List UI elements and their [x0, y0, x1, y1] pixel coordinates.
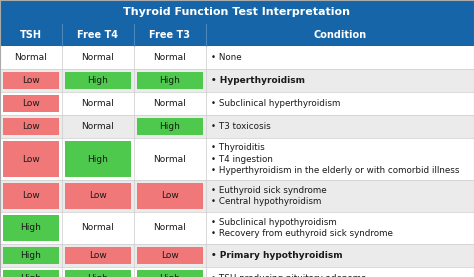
Text: • Euthyroid sick syndrome
• Central hypothyroidism: • Euthyroid sick syndrome • Central hypo…	[211, 186, 327, 206]
Text: Low: Low	[161, 191, 179, 201]
Text: Condition: Condition	[313, 30, 366, 40]
Text: TSH: TSH	[20, 30, 42, 40]
Text: High: High	[20, 274, 41, 277]
Text: Normal: Normal	[82, 122, 114, 131]
Text: Low: Low	[22, 155, 40, 163]
Bar	[0, 180, 474, 212]
Bar	[3, 72, 59, 89]
Bar	[0, 267, 474, 277]
Bar	[0, 115, 474, 138]
Bar	[3, 95, 59, 112]
Text: High: High	[160, 122, 181, 131]
Text: • T3 toxicosis: • T3 toxicosis	[211, 122, 271, 131]
Text: • Subclinical hypothyroidism
• Recovery from euthyroid sick syndrome: • Subclinical hypothyroidism • Recovery …	[211, 218, 393, 238]
Bar	[0, 46, 474, 69]
Text: Low: Low	[22, 191, 40, 201]
Text: • Thyroiditis
• T4 ingestion
• Hyperthyroidism in the elderly or with comorbid i: • Thyroiditis • T4 ingestion • Hyperthyr…	[211, 143, 459, 175]
Text: High: High	[20, 251, 41, 260]
Text: High: High	[88, 274, 109, 277]
Bar	[3, 247, 59, 264]
Text: Low: Low	[22, 99, 40, 108]
Text: Normal: Normal	[82, 99, 114, 108]
Bar	[137, 183, 203, 209]
Text: • Primary hypothyroidism: • Primary hypothyroidism	[211, 251, 343, 260]
Text: High: High	[160, 274, 181, 277]
Text: Normal: Normal	[82, 53, 114, 62]
Bar	[65, 141, 131, 177]
Bar	[3, 270, 59, 277]
Text: Free T4: Free T4	[78, 30, 118, 40]
Text: • Subclinical hyperthyroidism: • Subclinical hyperthyroidism	[211, 99, 340, 108]
Text: • Hyperthyroidism: • Hyperthyroidism	[211, 76, 305, 85]
Bar	[65, 72, 131, 89]
Bar	[0, 244, 474, 267]
Bar	[65, 247, 131, 264]
Bar	[3, 141, 59, 177]
Text: Normal: Normal	[154, 155, 186, 163]
Text: Low: Low	[22, 122, 40, 131]
Bar	[3, 183, 59, 209]
Text: Thyroid Function Test Interpretation: Thyroid Function Test Interpretation	[124, 7, 350, 17]
Bar	[65, 270, 131, 277]
Bar	[137, 72, 203, 89]
Text: Free T3: Free T3	[149, 30, 191, 40]
Text: Normal: Normal	[154, 53, 186, 62]
Text: Normal: Normal	[154, 99, 186, 108]
Text: Normal: Normal	[82, 224, 114, 232]
Text: Normal: Normal	[154, 224, 186, 232]
Text: Low: Low	[22, 76, 40, 85]
Bar	[0, 0, 474, 24]
Bar	[0, 212, 474, 244]
Text: High: High	[160, 76, 181, 85]
Bar	[0, 92, 474, 115]
Text: High: High	[88, 76, 109, 85]
Text: Low: Low	[161, 251, 179, 260]
Text: High: High	[20, 224, 41, 232]
Bar	[137, 247, 203, 264]
Bar	[137, 118, 203, 135]
Bar	[3, 118, 59, 135]
Text: Normal: Normal	[15, 53, 47, 62]
Text: • TSH producing pituitary adenoma: • TSH producing pituitary adenoma	[211, 274, 366, 277]
Bar	[0, 138, 474, 180]
Bar	[137, 270, 203, 277]
Text: Low: Low	[89, 251, 107, 260]
Bar	[0, 69, 474, 92]
Bar	[0, 24, 474, 46]
Bar	[3, 215, 59, 241]
Text: High: High	[88, 155, 109, 163]
Text: • None: • None	[211, 53, 242, 62]
Bar	[65, 183, 131, 209]
Text: Low: Low	[89, 191, 107, 201]
